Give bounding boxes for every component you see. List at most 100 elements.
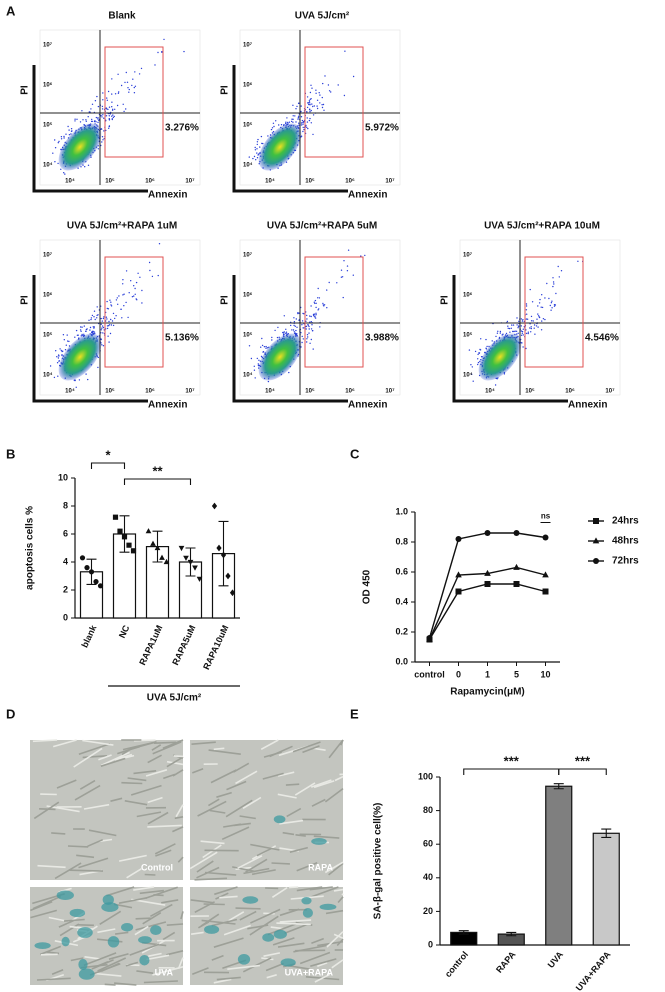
event-dot (106, 108, 108, 110)
event-dot (258, 153, 260, 155)
cell (294, 782, 316, 796)
event-dot (59, 348, 61, 350)
y-tick-label: 10⁴ (43, 163, 53, 169)
event-dot (87, 378, 89, 381)
cell (232, 866, 256, 873)
event-dot (76, 118, 78, 121)
event-dot (68, 129, 70, 131)
event-dot (256, 148, 258, 150)
cell (98, 754, 112, 761)
event-dot (100, 114, 102, 117)
cell (263, 751, 282, 758)
series-marker (542, 588, 549, 595)
cell (52, 739, 77, 748)
cell (144, 873, 156, 876)
event-dot (259, 146, 261, 148)
cell (242, 957, 272, 973)
event-dot (533, 324, 536, 326)
event-dot (126, 81, 129, 84)
event-dot (57, 357, 60, 359)
cell (54, 862, 82, 880)
plot-title: Blank (108, 11, 136, 22)
cell (76, 854, 95, 859)
data-point (163, 558, 170, 565)
event-dot (108, 320, 110, 323)
event-dot (260, 135, 263, 138)
event-dot (340, 276, 343, 278)
event-dot (315, 92, 317, 95)
cell (197, 800, 227, 817)
y-tick-label: 10⁷ (243, 43, 253, 49)
series-marker (455, 536, 462, 542)
event-dot (134, 293, 136, 295)
event-dot (267, 135, 269, 137)
cell (82, 755, 108, 759)
event-dot (107, 108, 109, 111)
image-label: RAPA (308, 862, 333, 872)
event-dot (55, 350, 57, 352)
event-dot (474, 350, 477, 353)
event-dot (253, 155, 256, 158)
event-dot (93, 310, 96, 312)
event-dot (97, 356, 100, 359)
y-tick-label: 10⁷ (43, 253, 53, 259)
error-bar (458, 930, 469, 935)
stained-cell (301, 896, 312, 905)
cell (180, 911, 184, 920)
event-dot (102, 99, 104, 101)
flow-plot: 10⁴ 10⁴ 10⁵ 10⁵ 10⁶ 10⁶ 10⁷ 10⁷ UVA 5J/cm²+RAPA … (440, 221, 621, 411)
event-dot (113, 115, 116, 118)
event-dot (253, 369, 256, 371)
event-dot (133, 92, 136, 94)
event-dot (302, 130, 304, 133)
event-dot (101, 320, 104, 322)
event-dot (552, 285, 554, 288)
event-dot (101, 136, 104, 138)
stained-cell (102, 894, 114, 905)
cell (87, 838, 104, 848)
event-dot (295, 329, 297, 332)
event-dot (541, 320, 543, 322)
event-dot (537, 313, 539, 315)
data-point (117, 528, 123, 534)
event-dot (57, 162, 59, 165)
event-dot (315, 89, 317, 91)
cell (162, 739, 184, 749)
event-dot (309, 104, 311, 106)
event-dot (551, 307, 553, 309)
event-dot (158, 243, 161, 245)
event-dot (312, 348, 314, 350)
cell (114, 753, 133, 761)
event-dot (106, 300, 108, 303)
x-tick-label: 10⁴ (265, 389, 275, 395)
cell (219, 895, 238, 899)
micrograph: RAPA (189, 739, 344, 881)
event-dot (134, 71, 136, 73)
stained-cell (101, 902, 119, 912)
event-dot (97, 105, 100, 108)
event-dot (301, 124, 303, 126)
event-dot (101, 141, 103, 143)
axis-frame (32, 275, 148, 403)
event-dot (93, 331, 96, 333)
event-dot (309, 108, 311, 110)
event-dot (478, 352, 480, 354)
event-dot (93, 316, 95, 318)
event-dot (70, 128, 73, 130)
event-dot (92, 330, 94, 332)
data-point (79, 555, 86, 561)
cell (226, 780, 247, 791)
event-dot (530, 331, 532, 333)
event-dot (60, 349, 62, 352)
cell (174, 816, 184, 820)
event-dot (314, 316, 316, 318)
cell (69, 869, 104, 872)
cell (324, 861, 344, 874)
event-dot (157, 51, 159, 54)
cell (337, 896, 344, 904)
event-dot (297, 115, 300, 118)
event-dot (525, 332, 528, 335)
event-dot (549, 304, 551, 307)
event-dot (306, 341, 308, 343)
